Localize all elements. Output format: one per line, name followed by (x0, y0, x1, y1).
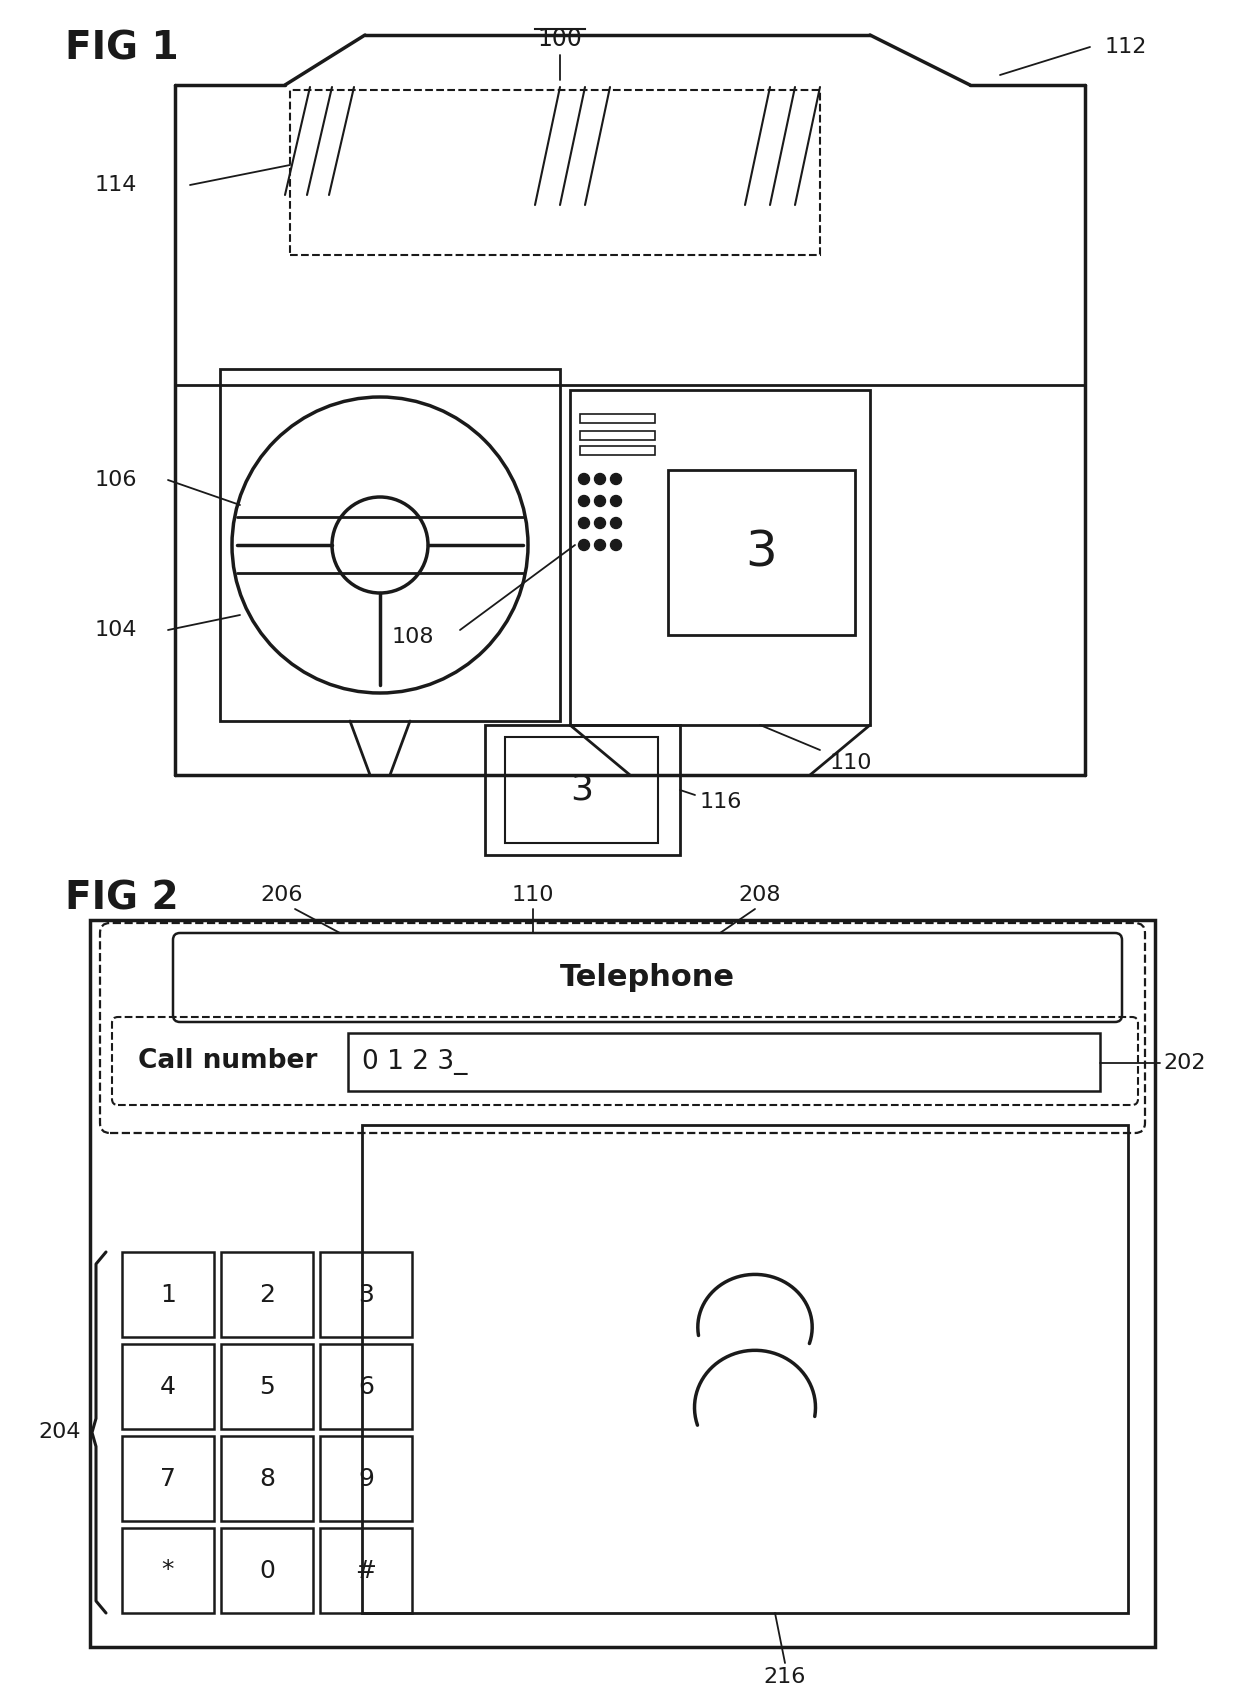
Bar (221, 1436, 312, 1520)
Text: 216: 216 (764, 1666, 806, 1687)
Circle shape (610, 495, 621, 507)
Text: #: # (356, 1558, 377, 1583)
Circle shape (579, 473, 589, 485)
Bar (320, 1527, 412, 1614)
Circle shape (610, 539, 621, 551)
Bar (221, 1527, 312, 1614)
Text: 106: 106 (95, 470, 138, 490)
Text: 2: 2 (259, 1283, 275, 1307)
Circle shape (579, 539, 589, 551)
Bar (570, 390, 870, 725)
Bar (485, 725, 680, 854)
Text: 208: 208 (739, 885, 781, 905)
Text: 8: 8 (259, 1466, 275, 1490)
Bar (122, 1436, 215, 1520)
Bar (362, 1125, 1128, 1614)
Text: 3: 3 (570, 773, 593, 807)
Text: 1: 1 (160, 1283, 176, 1307)
Text: 206: 206 (260, 885, 304, 905)
Text: 100: 100 (538, 27, 583, 51)
Text: Telephone: Telephone (560, 963, 735, 992)
Circle shape (594, 473, 605, 485)
Circle shape (594, 517, 605, 529)
Text: 110: 110 (512, 885, 554, 905)
Circle shape (610, 473, 621, 485)
Text: *: * (161, 1558, 174, 1583)
Text: 0 1 2 3_: 0 1 2 3_ (362, 1049, 467, 1075)
Text: FIG 2: FIG 2 (64, 880, 179, 919)
Bar (122, 1253, 215, 1337)
Text: 3: 3 (358, 1283, 374, 1307)
Text: FIG 1: FIG 1 (64, 31, 179, 68)
Circle shape (594, 495, 605, 507)
Bar (221, 1253, 312, 1337)
Text: 3: 3 (745, 529, 777, 576)
Bar (668, 470, 856, 636)
Text: 0: 0 (259, 1558, 275, 1583)
Bar (505, 737, 658, 842)
Bar (320, 1253, 412, 1337)
Text: 4: 4 (160, 1375, 176, 1398)
Text: 6: 6 (358, 1375, 374, 1398)
Text: Call number: Call number (138, 1048, 317, 1075)
Text: 202: 202 (1163, 1053, 1205, 1073)
Text: 7: 7 (160, 1466, 176, 1490)
Bar (320, 1436, 412, 1520)
Bar (221, 1344, 312, 1429)
Bar (122, 1344, 215, 1429)
Text: 9: 9 (358, 1466, 374, 1490)
Text: 110: 110 (830, 753, 873, 773)
Text: 114: 114 (95, 175, 138, 195)
Text: 112: 112 (1105, 37, 1147, 58)
Bar (320, 1344, 412, 1429)
Text: 108: 108 (392, 627, 434, 647)
Circle shape (610, 517, 621, 529)
Bar (122, 1527, 215, 1614)
Circle shape (579, 517, 589, 529)
Bar (580, 414, 655, 424)
Text: 104: 104 (95, 620, 138, 641)
Bar (219, 370, 560, 720)
Circle shape (594, 539, 605, 551)
Text: 204: 204 (38, 1422, 81, 1442)
Bar (348, 1032, 1100, 1092)
Text: 116: 116 (701, 792, 743, 812)
Bar (290, 90, 820, 254)
Bar (580, 431, 655, 441)
Circle shape (579, 495, 589, 507)
Bar (580, 446, 655, 454)
Text: 5: 5 (259, 1375, 275, 1398)
Bar (91, 920, 1154, 1648)
